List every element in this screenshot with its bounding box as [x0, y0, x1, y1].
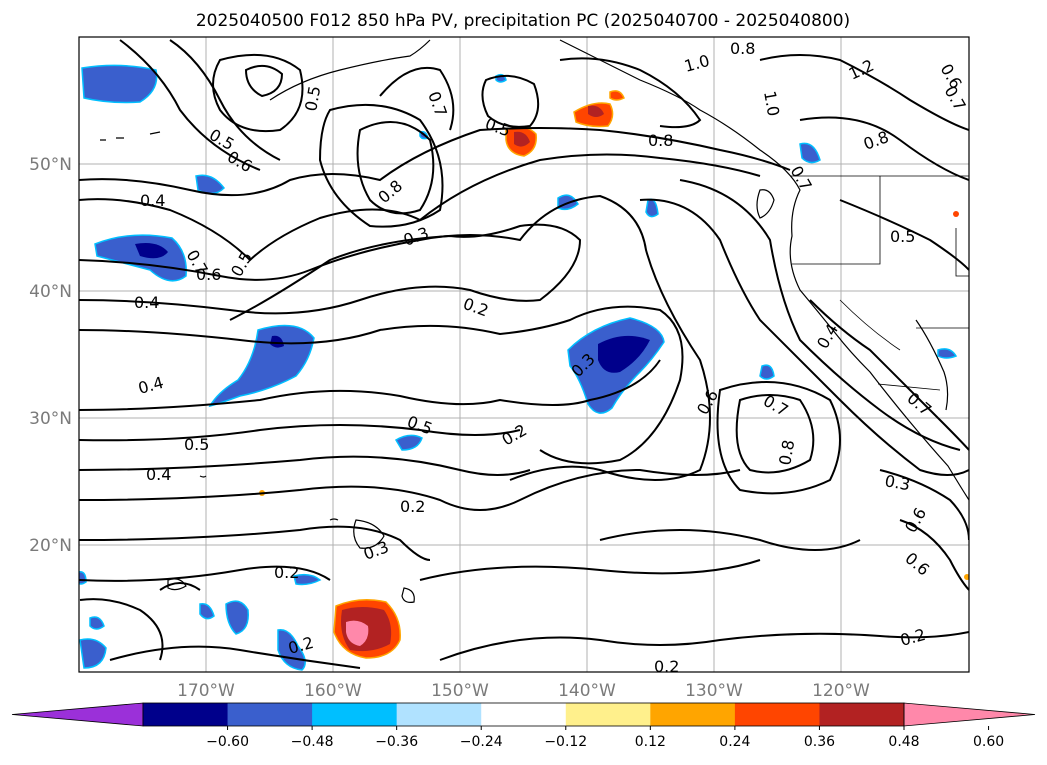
- lat-label: 30°N: [29, 409, 72, 429]
- map-area: 0.8 1.0 1.2 0.6 0.7 0.5 0.8 0.6 0.4 0.7 …: [79, 37, 969, 676]
- graticule: [79, 37, 969, 672]
- colorbar-segment: [143, 703, 229, 726]
- map-frame: [78, 36, 970, 673]
- colorbar-segment: [734, 703, 820, 726]
- colorbar-tick-label: −0.48: [291, 734, 334, 750]
- latitude-labels: 50°N 40°N 30°N 20°N: [29, 155, 72, 556]
- contour-label: 0.5: [184, 435, 209, 454]
- colorbar-segment: [227, 703, 313, 726]
- colorbar-extend-high: [903, 702, 1036, 727]
- lon-label: 160°W: [304, 681, 362, 701]
- contour-label: 0.5: [301, 84, 324, 112]
- contour-label: 0.2: [274, 563, 299, 582]
- colorbar-tick-label: −0.12: [544, 734, 587, 750]
- colorbar-segment: [312, 703, 398, 726]
- contour-label: 0.2: [400, 497, 425, 516]
- contour-label: 0.2: [654, 657, 679, 676]
- contour-label: 0.4: [140, 191, 165, 210]
- colorbar-tick-label: 0.60: [973, 734, 1004, 750]
- colorbar-segment: [819, 703, 905, 726]
- contour-label: 0.8: [730, 39, 755, 58]
- colorbar-tick-label: 0.36: [804, 734, 835, 750]
- colorbar-tick-label: −0.36: [375, 734, 418, 750]
- colorbar-tick-label: −0.24: [460, 734, 503, 750]
- colorbar: −0.60 −0.48 −0.36 −0.24 −0.12 0.12 0.24 0.36 0.4…: [11, 702, 1036, 750]
- lon-label: 170°W: [177, 681, 235, 701]
- pv-contours: [79, 39, 969, 669]
- contour-label: 0.8: [775, 438, 798, 466]
- lat-label: 40°N: [29, 282, 72, 302]
- colorbar-segment: [396, 703, 482, 726]
- contour-label: 0.5: [890, 227, 915, 246]
- contour-label: 0.6: [196, 265, 221, 284]
- lon-label: 140°W: [558, 681, 616, 701]
- precipitation-shading: [79, 64, 969, 671]
- colorbar-extend-low: [11, 702, 144, 727]
- colorbar-segment: [481, 703, 567, 726]
- lat-label: 20°N: [29, 536, 72, 556]
- colorbar-segment: [650, 703, 736, 726]
- contour-label: 0.3: [883, 471, 911, 494]
- lat-label: 50°N: [29, 155, 72, 175]
- lon-label: 150°W: [431, 681, 489, 701]
- contour-label: 0.4: [146, 465, 171, 484]
- colorbar-tick-label: 0.24: [719, 734, 750, 750]
- contour-label: 0.8: [648, 131, 673, 150]
- colorbar-tick-label: −0.60: [206, 734, 249, 750]
- contour-label: 1.0: [760, 89, 783, 117]
- lon-label: 130°W: [685, 681, 743, 701]
- map-title: 2025040500 F012 850 hPa PV, precipitatio…: [196, 11, 850, 31]
- colorbar-tick-label: 0.48: [888, 734, 919, 750]
- longitude-labels: 170°W 160°W 150°W 140°W 130°W 120°W: [177, 681, 870, 701]
- contour-label: 0.4: [134, 293, 159, 312]
- colorbar-frame: [142, 702, 905, 727]
- colorbar-tick-label: 0.12: [635, 734, 666, 750]
- lon-label: 120°W: [812, 681, 870, 701]
- colorbar-segment: [565, 703, 651, 726]
